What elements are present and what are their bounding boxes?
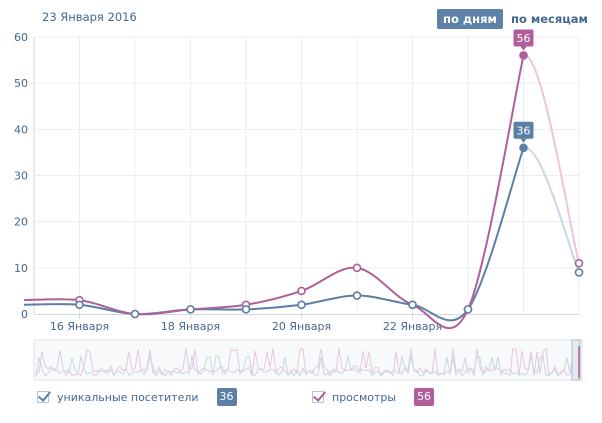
views-forecast-line: [524, 55, 580, 263]
x-tick-label: 16 Января: [50, 320, 109, 333]
visitors-forecast-line: [524, 148, 580, 273]
visitors-point: [520, 144, 527, 151]
y-tick-label: 40: [14, 123, 28, 136]
y-tick-label: 30: [14, 170, 28, 183]
views-forecast-point: [576, 260, 583, 267]
visitors-legend-label: уникальные посетители: [57, 391, 199, 404]
views-point: [354, 264, 361, 271]
visitors-point: [298, 301, 305, 308]
visitors-point: [243, 306, 250, 313]
navigator-frame: [34, 340, 582, 380]
x-axis: 16 Января 18 Января 20 Января 22 Января: [50, 314, 442, 333]
x-tick-label: 18 Января: [161, 320, 220, 333]
views-point: [298, 287, 305, 294]
visitors-line: [24, 148, 524, 321]
views-count-badge: 56: [414, 388, 434, 406]
check-icon: [38, 388, 51, 402]
visitors-forecast-point: [576, 269, 583, 276]
views-value-pointer: [521, 46, 527, 50]
y-tick-label: 0: [21, 308, 28, 321]
views-line: [24, 55, 524, 328]
views-legend-label: просмотры: [332, 391, 396, 404]
x-tick-label: 22 Января: [383, 320, 442, 333]
views-point: [520, 52, 527, 59]
visitors-value-pointer: [521, 139, 527, 143]
series-points: [76, 52, 583, 318]
visitors-point: [187, 306, 194, 313]
x-tick-label: 20 Января: [272, 320, 331, 333]
views-checkbox[interactable]: [312, 391, 324, 403]
visitors-point: [354, 292, 361, 299]
visitors-point: [132, 311, 139, 318]
grid: [34, 37, 580, 315]
y-axis: 0 10 20 30 40 50 60: [14, 31, 28, 321]
visitors-count-badge: 36: [217, 388, 237, 406]
range-navigator[interactable]: [34, 340, 582, 380]
legend-views[interactable]: просмотры 56: [312, 388, 434, 406]
y-tick-label: 50: [14, 77, 28, 90]
visitors-point: [409, 301, 416, 308]
visitors-point: [76, 301, 83, 308]
y-tick-label: 60: [14, 31, 28, 44]
chart: 0 10 20 30 40 50 60 16 Января 18 Января 20 Январ…: [0, 0, 602, 423]
views-value-label: 56: [517, 32, 531, 45]
visitors-value-label: 36: [517, 124, 531, 137]
legend-visitors[interactable]: уникальные посетители 36: [37, 388, 237, 406]
y-tick-label: 20: [14, 216, 28, 229]
visitors-point: [465, 306, 472, 313]
visitors-checkbox[interactable]: [37, 391, 49, 403]
check-icon: [313, 388, 326, 402]
y-tick-label: 10: [14, 262, 28, 275]
